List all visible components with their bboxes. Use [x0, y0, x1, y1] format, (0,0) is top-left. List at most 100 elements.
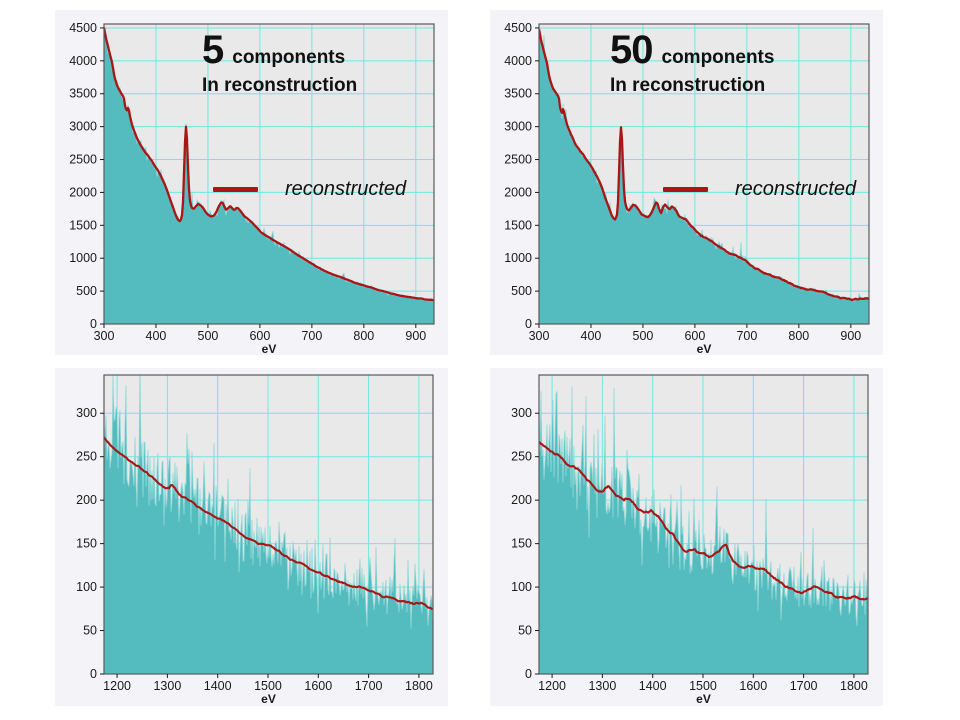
reconstructed-line [539, 441, 868, 601]
y-tick-label: 150 [511, 537, 532, 551]
x-axis-title: eV [262, 342, 277, 355]
y-tick-label: 250 [511, 450, 532, 464]
y-tick-label: 2500 [504, 153, 532, 167]
y-tick-label: 100 [76, 580, 97, 594]
axis-ticks [535, 27, 852, 328]
plot-frame [538, 23, 870, 325]
axis-ticks [535, 412, 855, 678]
spectrum-tail-chart-50-components: 0 50 100 150 200 250 300 1200 1300 1400 1500 1600 17… [511, 374, 869, 706]
y-tick-label: 150 [76, 537, 97, 551]
spectrum-tail-chart-5-components: 0 50 100 150 200 250 300 1200 1300 1400 1500 1600 17… [76, 374, 434, 706]
axis-labels: 0 500 1000 1500 2000 2500 3000 3500 4000 4500 300 4… [69, 21, 426, 343]
x-tick-label: 1600 [304, 679, 332, 693]
panel-5-components-high-energy: 0 50 100 150 200 250 300 1200 1300 1400 1500 1600 17… [55, 368, 448, 706]
x-tick-label: 900 [840, 329, 861, 343]
x-tick-label: 900 [405, 329, 426, 343]
panel-5-components-low-energy: 0 500 1000 1500 2000 2500 3000 3500 4000 4500 300 4… [55, 10, 448, 355]
x-axis-title: eV [696, 692, 711, 706]
component-count-label: components [232, 47, 346, 68]
reconstructed-line [104, 436, 433, 611]
legend-label: reconstructed [735, 178, 857, 200]
legend-line-swatch [213, 187, 258, 192]
y-tick-label: 100 [511, 580, 532, 594]
y-tick-label: 1000 [504, 251, 532, 265]
y-tick-label: 4500 [69, 21, 97, 35]
axis-ticks [100, 412, 420, 678]
legend: reconstructed [213, 178, 406, 201]
y-tick-label: 50 [518, 624, 532, 638]
y-tick-label: 3500 [504, 87, 532, 101]
raw-spectrum-area [104, 375, 433, 674]
panel-50-components-low-energy: 0 500 1000 1500 2000 2500 3000 3500 4000 4500 300 4… [490, 10, 883, 355]
x-tick-label: 1200 [538, 679, 566, 693]
x-axis-title: eV [261, 692, 276, 706]
x-tick-label: 500 [198, 329, 219, 343]
spectrum-chart-50-components: 0 500 1000 1500 2000 2500 3000 3500 4000 4500 300 4… [504, 21, 870, 355]
x-tick-label: 300 [94, 329, 115, 343]
x-tick-label: 1300 [588, 679, 616, 693]
x-tick-label: 1400 [204, 679, 232, 693]
legend-line-swatch [663, 187, 708, 192]
y-tick-label: 500 [76, 284, 97, 298]
plot-frame [103, 374, 434, 675]
x-tick-label: 1300 [153, 679, 181, 693]
y-tick-label: 1000 [69, 251, 97, 265]
y-tick-label: 500 [511, 284, 532, 298]
y-tick-label: 3500 [69, 87, 97, 101]
x-tick-label: 600 [249, 329, 270, 343]
y-tick-label: 4000 [69, 54, 97, 68]
y-tick-label: 50 [83, 624, 97, 638]
legend-label: reconstructed [285, 178, 407, 200]
reconstructed-line [539, 28, 869, 302]
x-tick-label: 800 [353, 329, 374, 343]
axis-labels: 0 50 100 150 200 250 300 1200 1300 1400 1500 1600 17… [76, 406, 433, 693]
y-tick-label: 1500 [69, 218, 97, 232]
component-count-label: components [661, 47, 775, 68]
x-tick-label: 400 [146, 329, 167, 343]
x-tick-label: 1500 [254, 679, 282, 693]
x-tick-label: 400 [581, 329, 602, 343]
reconstructed-line [104, 27, 434, 302]
x-tick-label: 1600 [739, 679, 767, 693]
axis-labels: 0 500 1000 1500 2000 2500 3000 3500 4000 4500 300 4… [504, 21, 861, 343]
y-tick-label: 3000 [69, 120, 97, 134]
panel-50-components-high-energy: 0 50 100 150 200 250 300 1200 1300 1400 1500 1600 17… [490, 368, 883, 706]
x-tick-label: 1700 [355, 679, 383, 693]
component-count: 5 [202, 28, 224, 72]
y-tick-label: 300 [511, 406, 532, 420]
x-tick-label: 500 [633, 329, 654, 343]
y-tick-label: 0 [525, 317, 532, 331]
x-tick-label: 700 [301, 329, 322, 343]
spectrum-chart-5-components: 0 500 1000 1500 2000 2500 3000 3500 4000 4500 300 4… [69, 21, 435, 355]
y-tick-label: 2500 [69, 153, 97, 167]
y-tick-label: 250 [76, 450, 97, 464]
y-tick-label: 4000 [504, 54, 532, 68]
plot-frame [103, 23, 435, 325]
x-tick-label: 1800 [840, 679, 868, 693]
axis-ticks [100, 27, 417, 328]
y-tick-label: 200 [511, 493, 532, 507]
x-tick-label: 1400 [639, 679, 667, 693]
component-count: 50 [610, 28, 653, 72]
y-tick-label: 3000 [504, 120, 532, 134]
panel-header: 5 components In reconstruction [202, 28, 358, 97]
y-tick-label: 0 [90, 317, 97, 331]
header-subtitle: In reconstruction [610, 75, 766, 96]
y-tick-label: 4500 [504, 21, 532, 35]
y-tick-label: 200 [76, 493, 97, 507]
x-tick-label: 1200 [103, 679, 131, 693]
x-tick-label: 600 [684, 329, 705, 343]
x-tick-label: 700 [736, 329, 757, 343]
plot-frame [538, 374, 869, 675]
x-tick-label: 800 [788, 329, 809, 343]
y-tick-label: 300 [76, 406, 97, 420]
y-tick-label: 0 [525, 667, 532, 681]
x-tick-label: 1700 [790, 679, 818, 693]
x-axis-title: eV [697, 342, 712, 355]
header-subtitle: In reconstruction [202, 75, 358, 96]
x-tick-label: 300 [529, 329, 550, 343]
y-tick-label: 2000 [69, 185, 97, 199]
legend: reconstructed [663, 178, 856, 201]
x-tick-label: 1800 [405, 679, 433, 693]
